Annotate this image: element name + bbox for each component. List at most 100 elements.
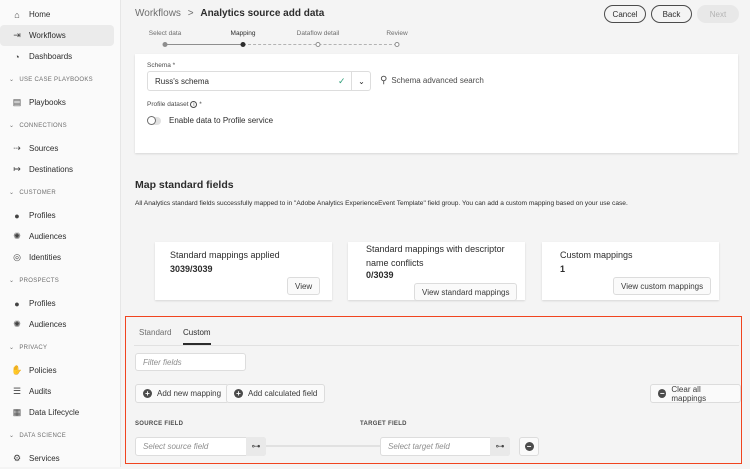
chevron-down-icon: ⌄: [9, 433, 15, 439]
chevron-down-icon: ⌄: [9, 123, 15, 129]
sidebar-section-use-case-playbooks[interactable]: ⌄ USE CASE PLAYBOOKS: [0, 67, 120, 92]
sidebar-item-data-lifecycle[interactable]: ▦ Data Lifecycle: [0, 402, 114, 423]
map-section-title: Map standard fields: [135, 179, 234, 191]
services-icon: ⚙: [12, 453, 22, 463]
chevron-down-icon: ⌄: [9, 77, 15, 83]
remove-mapping-button[interactable]: −: [519, 437, 539, 456]
sidebar-item-destinations[interactable]: ↦ Destinations: [0, 159, 114, 180]
search-icon: ⚲: [380, 75, 388, 86]
section-label: PROSPECTS: [19, 277, 60, 284]
sidebar-item-label: Services: [29, 454, 60, 463]
cancel-button[interactable]: Cancel: [604, 5, 646, 23]
schema-tree-icon[interactable]: ⊶: [246, 437, 266, 456]
sidebar-item-label: Audiences: [29, 320, 67, 329]
tab-divider: [134, 345, 739, 346]
next-button[interactable]: Next: [697, 5, 739, 23]
breadcrumb: Workflows > Analytics source add data: [135, 8, 324, 19]
sidebar-item-profiles[interactable]: ● Profiles: [0, 293, 114, 314]
back-button[interactable]: Back: [651, 5, 692, 23]
sidebar-item-audiences[interactable]: ✺ Audiences: [0, 226, 114, 247]
section-label: CUSTOMER: [19, 189, 56, 196]
schema-label: Schema *: [147, 62, 176, 69]
schema-advanced-search[interactable]: ⚲ Schema advanced search: [380, 75, 484, 86]
stat-card-custom: Custom mappings 1 View custom mappings: [542, 242, 719, 300]
remove-icon: −: [524, 442, 534, 451]
sidebar-section-privacy[interactable]: ⌄ PRIVACY: [0, 335, 120, 360]
step-mapping: Mapping: [230, 30, 256, 37]
dashboard-icon: ◔: [14, 51, 20, 62]
sidebar-item-label: Destinations: [29, 165, 74, 174]
sidebar-item-workflows[interactable]: ⇥ Workflows: [0, 25, 114, 46]
schema-tree-icon[interactable]: ⊶: [490, 437, 510, 456]
sidebar-item-label: Audiences: [29, 232, 67, 241]
step-dot-todo: [394, 42, 400, 47]
view-custom-mappings-button[interactable]: View custom mappings: [613, 277, 712, 295]
profile-icon: ●: [14, 210, 20, 221]
chevron-down-icon: ⌄: [9, 190, 15, 196]
stat-card-conflicts: Standard mappings with descriptor name c…: [348, 242, 525, 301]
tab-standard[interactable]: Standard: [139, 328, 172, 337]
workflows-icon: ⇥: [13, 30, 21, 40]
target-field-header: TARGET FIELD: [360, 421, 407, 427]
view-standard-mappings-button[interactable]: View standard mappings: [414, 283, 518, 301]
audiences-icon: ✺: [13, 231, 21, 241]
section-label: DATA SCIENCE: [19, 432, 67, 439]
schema-select[interactable]: Russ's schema ✓ ⌄: [147, 71, 371, 91]
step-dot-current: [240, 42, 246, 47]
clear-all-mappings-button[interactable]: − Clear all mappings: [650, 384, 741, 403]
add-calculated-field-button[interactable]: + Add calculated field: [226, 384, 326, 403]
stat-value: 0/3039: [366, 270, 394, 280]
section-label: PRIVACY: [19, 344, 48, 351]
remove-icon: −: [658, 389, 667, 398]
sidebar-item-label: Sources: [29, 144, 59, 153]
sidebar-item-label: Dashboards: [29, 52, 73, 61]
sidebar-item-policies[interactable]: ✋ Policies: [0, 360, 114, 381]
sidebar-item-label: Audits: [29, 387, 52, 396]
profile-toggle[interactable]: Enable data to Profile service: [147, 115, 274, 125]
destinations-icon: ↦: [13, 164, 21, 174]
sidebar-item-playbooks[interactable]: ▤ Playbooks: [0, 92, 114, 113]
sidebar-item-label: Data Lifecycle: [29, 408, 80, 417]
profile-dataset-label: Profile dataset i *: [147, 101, 202, 108]
sidebar-item-home[interactable]: ⌂ Home: [0, 4, 114, 25]
sidebar-item-sources[interactable]: ⇢ Sources: [0, 138, 114, 159]
sidebar-section-data-science[interactable]: ⌄ DATA SCIENCE: [0, 423, 120, 448]
chevron-down-icon[interactable]: ⌄: [351, 72, 371, 90]
source-field-header: SOURCE FIELD: [135, 421, 184, 427]
sidebar-item-label: Profiles: [29, 211, 56, 220]
sidebar-item-profiles[interactable]: ● Profiles: [0, 205, 114, 226]
sidebar-item-label: Playbooks: [29, 98, 66, 107]
sidebar-section-prospects[interactable]: ⌄ PROSPECTS: [0, 268, 120, 293]
info-icon[interactable]: i: [190, 101, 198, 108]
sources-icon: ⇢: [13, 143, 21, 153]
sidebar-item-audiences[interactable]: ✺ Audiences: [0, 314, 114, 335]
audiences-icon: ✺: [13, 319, 21, 329]
sidebar-item-dashboards[interactable]: ◔ Dashboards: [0, 46, 114, 67]
step-review: Review: [386, 30, 408, 37]
filter-fields-input[interactable]: Filter fields: [135, 353, 246, 371]
check-icon: ✓: [338, 75, 346, 86]
add-new-mapping-button[interactable]: + Add new mapping: [135, 384, 230, 403]
schema-value: Russ's schema: [155, 76, 209, 86]
profile-icon: ●: [14, 298, 20, 309]
chevron-down-icon: ⌄: [9, 345, 15, 351]
breadcrumb-workflows[interactable]: Workflows: [135, 8, 181, 19]
sidebar-item-audits[interactable]: ☰ Audits: [0, 381, 114, 402]
tab-custom[interactable]: Custom: [183, 328, 211, 345]
target-field-input[interactable]: Select target field: [380, 437, 510, 456]
sidebar-item-services[interactable]: ⚙ Services: [0, 448, 114, 469]
stat-title: Custom mappings: [560, 250, 633, 260]
step-dot-done: [162, 42, 168, 47]
stat-value: 1: [560, 264, 566, 274]
step-dot-todo: [315, 42, 321, 47]
sidebar-section-connections[interactable]: ⌄ CONNECTIONS: [0, 113, 120, 138]
step-line-done: [165, 44, 243, 45]
sidebar-section-customer[interactable]: ⌄ CUSTOMER: [0, 180, 120, 205]
sidebar: ⌂ Home ⇥ Workflows ◔ Dashboards ⌄ USE CASE PLAY…: [0, 0, 121, 467]
breadcrumb-separator: >: [187, 8, 194, 19]
toggle-switch[interactable]: [147, 115, 161, 125]
sidebar-item-identities[interactable]: ◎ Identities: [0, 247, 114, 268]
view-button[interactable]: View: [287, 277, 321, 295]
profile-toggle-label: Enable data to Profile service: [169, 116, 274, 125]
sidebar-item-label: Profiles: [29, 299, 56, 308]
